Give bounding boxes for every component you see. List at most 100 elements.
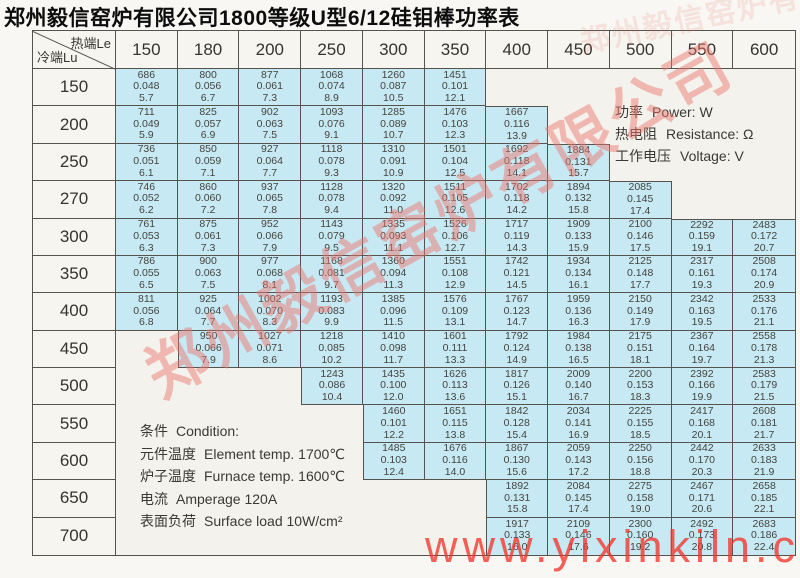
table-cell: 2633 0.183 21.9	[733, 443, 795, 481]
table-cell: 686 0.048 5.7	[116, 69, 178, 107]
power-w: 1320	[381, 180, 405, 193]
resistance-ohm: 0.103	[380, 454, 407, 467]
legend-power: 功率 Power: W	[615, 104, 713, 120]
resistance-ohm: 0.181	[750, 416, 778, 429]
resistance-ohm: 0.183	[750, 454, 778, 467]
row-header: 200	[33, 106, 116, 144]
resistance-ohm: 0.063	[194, 267, 222, 280]
table-cell: 1601 0.111 13.3	[424, 330, 487, 369]
resistance-ohm: 0.173	[688, 529, 716, 542]
voltage-v: 21.3	[753, 353, 775, 366]
voltage-v: 15.6	[506, 465, 527, 478]
resistance-ohm: 0.133	[504, 529, 531, 542]
condition-surface-load: 表面负荷 Surface load 10W/cm²	[140, 513, 343, 529]
table-cell: 1626 0.113 13.6	[424, 368, 487, 406]
table-cell: 2658 0.185 22.1	[733, 480, 795, 518]
power-w: 1285	[381, 105, 405, 118]
resistance-ohm: 0.145	[565, 491, 592, 504]
resistance-ohm: 0.146	[627, 229, 654, 242]
table-cell: 2392 0.166 19.9	[671, 368, 734, 406]
resistance-ohm: 0.105	[441, 192, 469, 205]
table-cell: 1260 0.087 10.5	[362, 68, 425, 107]
empty-cell	[363, 518, 425, 555]
power-w: 1118	[320, 143, 343, 156]
voltage-v: 7.3	[262, 92, 278, 105]
voltage-v: 19.0	[629, 503, 651, 516]
voltage-v: 19.7	[691, 353, 713, 366]
empty-cell	[548, 106, 610, 143]
voltage-v: 16.5	[568, 353, 589, 366]
resistance-ohm: 0.076	[318, 117, 345, 130]
voltage-v: 6.7	[200, 92, 216, 105]
power-w: 1842	[505, 405, 529, 418]
table-cell: 1692 0.118 14.1	[486, 144, 549, 182]
empty-cell	[178, 368, 240, 405]
table-cell: 1909 0.133 15.9	[548, 218, 610, 256]
voltage-v: 14.9	[506, 353, 527, 366]
row-header: 150	[33, 69, 116, 107]
table-cell: 950 0.066 7.9	[177, 330, 240, 369]
resistance-ohm: 0.070	[256, 304, 283, 317]
power-w: 1260	[381, 68, 405, 81]
power-w: 925	[199, 292, 217, 305]
voltage-v: 15.8	[568, 204, 589, 217]
power-w: 1435	[381, 367, 405, 380]
condition-amperage: 电流 Amperage 120A	[140, 490, 278, 507]
power-w: 1511	[443, 180, 467, 193]
table-cell: 2034 0.141 16.9	[548, 405, 610, 443]
table-cell: 1027 0.071 8.6	[239, 330, 302, 369]
table-cell: 1934 0.134 16.1	[548, 256, 610, 294]
units-legend: 功率 Power: W 热电阻 Resistance: Ω 工作电压 Voltage:…	[615, 101, 754, 167]
col-header: 200	[239, 31, 302, 69]
voltage-v: 7.2	[200, 204, 216, 217]
voltage-v: 14.0	[444, 465, 466, 478]
resistance-ohm: 0.103	[441, 117, 469, 130]
power-w: 1959	[566, 292, 591, 305]
voltage-v: 11.5	[383, 316, 404, 329]
resistance-ohm: 0.133	[565, 229, 592, 242]
voltage-v: 11.1	[383, 241, 404, 254]
resistance-ohm: 0.119	[503, 229, 530, 242]
power-w: 1702	[505, 180, 529, 193]
power-w: 1128	[320, 180, 343, 193]
resistance-ohm: 0.132	[565, 192, 592, 205]
voltage-v: 10.2	[321, 353, 342, 366]
power-w: 1651	[443, 405, 467, 418]
voltage-v: 20.1	[691, 428, 713, 441]
power-w: 2084	[566, 479, 591, 492]
table-cell: 1651 0.115 13.8	[424, 405, 487, 443]
empty-cell	[116, 331, 178, 368]
resistance-ohm: 0.176	[750, 304, 778, 317]
power-w: 950	[199, 330, 218, 343]
table-cell: 1193 0.083 9.9	[301, 293, 363, 331]
resistance-ohm: 0.136	[565, 304, 592, 317]
voltage-v: 21.7	[753, 428, 775, 441]
resistance-ohm: 0.121	[503, 267, 530, 280]
power-w: 877	[261, 68, 279, 81]
resistance-ohm: 0.138	[565, 342, 592, 354]
table-cell: 877 0.061 7.3	[239, 68, 302, 107]
voltage-v: 7.5	[200, 278, 216, 291]
voltage-v: 14.1	[506, 166, 527, 179]
resistance-ohm: 0.063	[256, 117, 283, 130]
voltage-v: 8.6	[262, 353, 278, 366]
table-cell: 2150 0.149 17.9	[609, 293, 672, 331]
resistance-ohm: 0.109	[441, 304, 469, 317]
voltage-v: 19.3	[691, 278, 713, 291]
power-w: 1867	[505, 442, 529, 455]
voltage-v: 20.6	[691, 503, 713, 516]
resistance-ohm: 0.078	[318, 192, 345, 205]
row-header: 300	[33, 218, 116, 256]
table-cell: 1168 0.081 9.7	[301, 256, 363, 294]
voltage-v: 12.9	[444, 278, 466, 291]
voltage-v: 7.7	[262, 166, 278, 179]
voltage-v: 20.7	[753, 242, 775, 255]
resistance-ohm: 0.164	[688, 342, 716, 354]
voltage-v: 13.8	[444, 428, 466, 441]
table-cell: 1526 0.106 12.7	[424, 218, 487, 256]
empty-cell	[239, 368, 301, 405]
hot-end-label: 热端Le	[70, 36, 111, 51]
power-w: 746	[137, 180, 156, 193]
table-cell: 1894 0.132 15.8	[548, 181, 610, 219]
power-w: 2250	[628, 442, 652, 455]
